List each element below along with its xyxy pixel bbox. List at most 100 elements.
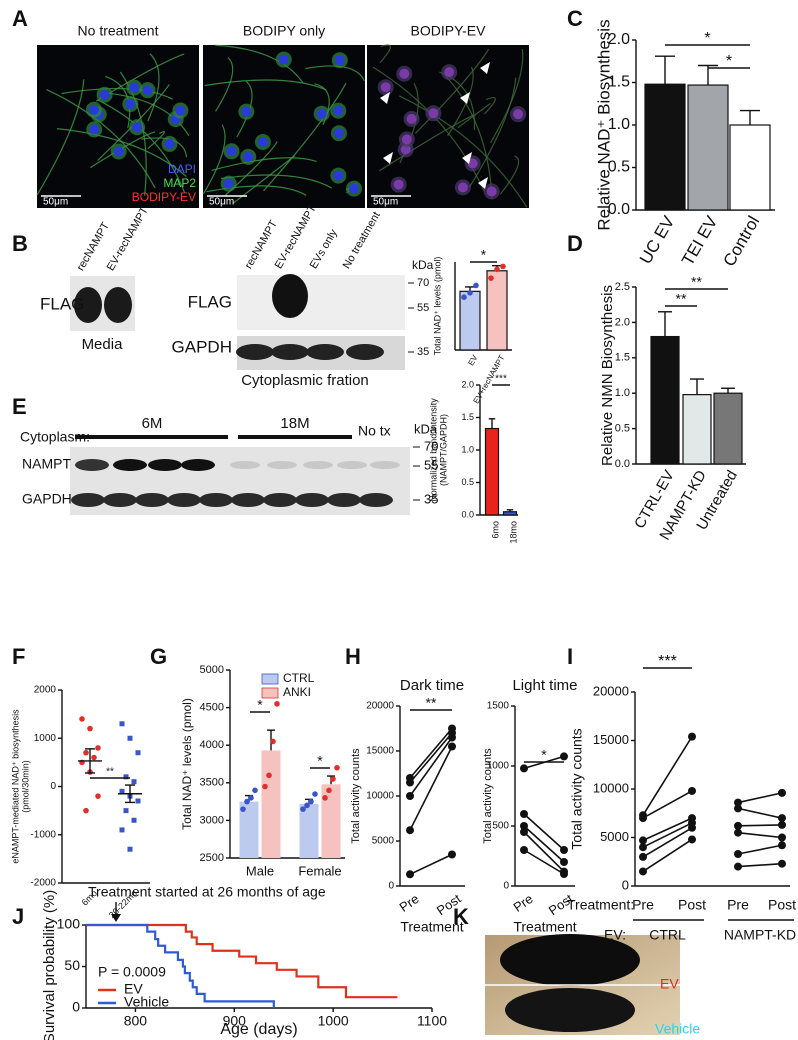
y-tick-label: 0 — [50, 781, 56, 792]
subject-line — [737, 807, 783, 819]
data-point — [734, 798, 742, 807]
x-tick-label: EV — [466, 353, 479, 367]
data-point — [560, 846, 568, 854]
arrowhead — [478, 177, 488, 189]
data-point — [448, 850, 456, 859]
y-axis-label: (pmol/30min) — [21, 760, 31, 813]
y-axis-label: Total NAD⁺ levels (pmol) — [180, 698, 194, 830]
nucleus — [278, 54, 289, 65]
panel-label: K — [453, 904, 469, 929]
y-tick-label: 2000 — [34, 685, 57, 696]
panel-label: F — [12, 644, 25, 669]
blot-group: No tx — [358, 423, 391, 439]
blot-band — [295, 493, 329, 507]
y-tick-label: 1.0 — [615, 387, 630, 399]
neurite — [444, 75, 493, 200]
nucleus — [88, 104, 99, 115]
nucleus — [348, 183, 359, 194]
significance-label: * — [726, 53, 732, 70]
bar — [729, 124, 771, 211]
y-tick-label: 0 — [622, 877, 629, 892]
y-tick-label: 20000 — [366, 701, 394, 712]
data-point — [778, 820, 786, 829]
panel-label: G — [150, 644, 167, 669]
neurite — [220, 174, 333, 189]
lane-label: No treatment — [341, 210, 383, 271]
nucleus — [99, 89, 110, 100]
neurite — [236, 80, 253, 138]
data-point — [520, 828, 528, 836]
neurite — [263, 83, 347, 192]
data-point — [560, 752, 568, 761]
y-tick-label: -2000 — [30, 878, 56, 889]
subject-line — [409, 746, 453, 831]
data-point — [131, 779, 137, 785]
neurite — [97, 84, 170, 161]
neurite — [147, 131, 166, 150]
nucleus — [333, 105, 344, 116]
panel-label: D — [567, 231, 583, 256]
significance-label: ** — [691, 274, 702, 290]
data-point — [248, 795, 254, 801]
y-tick-label: 1.5 — [615, 352, 630, 364]
y-tick-label: 1500 — [487, 701, 510, 712]
micrograph-title: BODIPY only — [243, 23, 325, 39]
lane-label: EVs only — [308, 227, 340, 271]
nucleus — [89, 124, 100, 135]
y-axis-label: (NAMPT/GAPDH) — [439, 414, 449, 486]
y-axis-label: Total activity counts — [569, 728, 585, 849]
nucleus — [223, 178, 234, 189]
blot-band — [113, 459, 147, 471]
group-label: NAMPT-KD — [724, 927, 796, 943]
data-point — [639, 843, 647, 852]
panel-label: H — [345, 644, 361, 669]
data-point — [520, 764, 528, 773]
chart-title: Dark time — [400, 677, 464, 694]
panel-label: C — [567, 6, 583, 31]
x-tick-label: TEI EV — [678, 212, 722, 269]
data-point — [79, 716, 85, 722]
y-tick-label: 0.5 — [608, 159, 630, 176]
legend-swatch — [261, 673, 279, 685]
y-tick-label: 0.5 — [461, 477, 474, 487]
arrowhead — [480, 62, 490, 74]
neurite — [204, 79, 327, 91]
blot-band — [231, 493, 265, 507]
subject-line — [409, 737, 453, 797]
nucleus — [241, 106, 252, 117]
significance-label: ** — [676, 291, 687, 307]
subject-line — [737, 792, 783, 804]
blot-row-label: FLAG — [188, 292, 232, 311]
y-tick-label: 5000 — [200, 664, 224, 676]
data-point — [270, 738, 276, 745]
blot-group: 6M — [142, 415, 163, 432]
data-point — [778, 859, 786, 868]
neurite — [378, 114, 475, 172]
blot-band — [103, 493, 137, 507]
y-tick-label: 50 — [64, 957, 80, 973]
nucleus — [113, 146, 124, 157]
blot-row-header: Cytoplasm: — [20, 429, 90, 445]
data-point — [308, 798, 314, 805]
nucleus — [129, 82, 140, 93]
kda-unit: kDa — [414, 421, 438, 436]
significance-label: * — [317, 753, 323, 769]
y-tick-label: 3000 — [200, 814, 224, 826]
neurite — [305, 65, 365, 82]
data-point — [119, 721, 125, 727]
blot-band — [267, 461, 297, 469]
x-tick-label: Post — [678, 897, 706, 913]
blot-row-label: GAPDH — [172, 337, 232, 356]
data-point — [639, 867, 647, 876]
bar — [713, 392, 743, 465]
nucleus — [316, 108, 327, 119]
data-point — [131, 817, 137, 823]
data-point — [734, 821, 742, 830]
blot-band — [370, 461, 400, 469]
neurite — [379, 44, 391, 64]
kda-value: 55 — [424, 457, 438, 472]
x-axis-label: Age (days) — [220, 1021, 297, 1038]
subject-line — [523, 813, 565, 851]
legend-label: EV — [124, 981, 143, 997]
nucleus — [333, 128, 344, 139]
